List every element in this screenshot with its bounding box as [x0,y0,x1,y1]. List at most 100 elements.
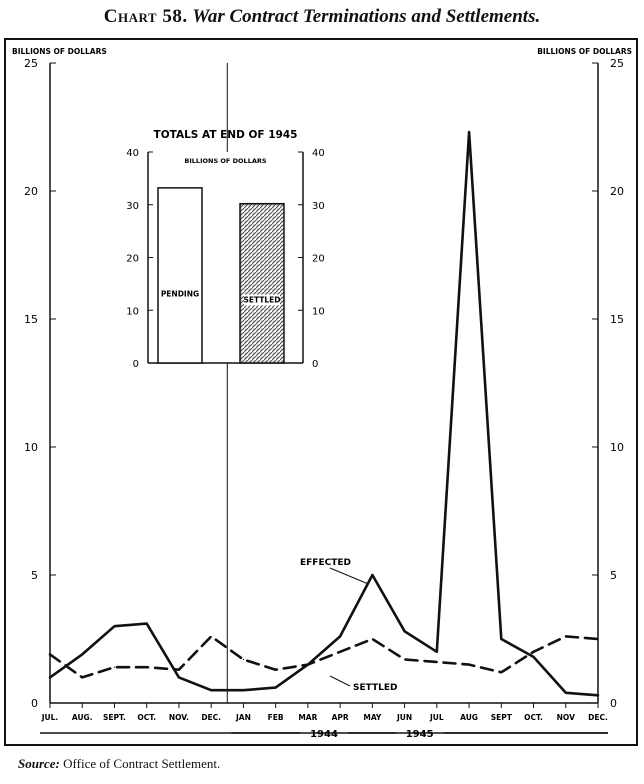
annotation-settled: SETTLED [353,683,397,693]
y-tick-label-right: 25 [610,57,624,70]
year-label: 1944 [310,729,338,740]
inset-layer [147,151,304,364]
data-point-settled [113,666,116,668]
source-note: Source: Office of Contract Settlement. [18,756,220,772]
source-text: Office of Contract Settlement. [63,756,221,771]
data-point-settled [436,661,438,663]
series-layer [48,130,600,697]
data-point-settled [146,666,148,668]
inset-y-tick-label-right: 30 [312,201,325,212]
data-point-settled [49,653,51,655]
data-point-effected [436,651,438,653]
labels-layer: BILLIONS OF DOLLARS BILLIONS OF DOLLARS 0 0… [12,47,632,740]
data-point-effected [178,676,180,679]
x-tick-label: JUL. [41,713,59,722]
data-point-settled [500,671,502,673]
chart-frame [4,38,638,746]
inset-y-tick-label-left: 0 [133,359,139,370]
data-point-settled [307,664,309,666]
data-point-effected [468,131,470,133]
data-point-effected [403,630,406,632]
x-tick-label: APR [332,713,349,722]
x-tick-label: MAR [298,713,317,722]
inset-bar-label-bg [244,294,280,306]
source-label: Source: [18,756,60,771]
y-tick-label-right: 10 [610,441,624,454]
chart-title-text: War Contract Terminations and Settlement… [192,6,541,27]
inset-y-tick-label-left: 40 [126,148,139,159]
axes-layer [40,62,608,734]
y-tick-label-left: 0 [31,697,38,710]
x-tick-label: MAY [363,713,382,722]
data-point-settled [210,635,212,638]
leader-settled [329,675,351,687]
x-tick-label: DEC. [588,713,608,722]
data-point-settled [597,638,599,640]
chart-title: Chart 58. War Contract Terminations and … [0,6,644,28]
series-line-effected [48,130,600,697]
x-tick-label: OCT. [524,713,543,722]
data-point-settled [532,651,535,653]
data-point-effected [371,574,373,576]
inset-bar-pending [157,187,203,364]
inset-y-tick-label-left: 10 [126,306,139,317]
leader-effected [329,567,369,585]
inset-y-tick-label-right: 0 [312,359,318,370]
data-point-settled [275,669,277,671]
inset-y-tick-label-left: 20 [126,254,139,265]
data-point-settled [339,651,341,653]
inset-unit-label: BILLIONS OF DOLLARS [184,157,266,165]
data-point-settled [242,658,245,661]
data-point-effected [500,638,502,640]
x-tick-label: NOV [557,713,575,722]
inset-y-tick-label-right: 10 [312,306,325,317]
data-point-effected [146,623,148,625]
x-tick-label: OCT. [137,713,156,722]
data-point-effected [81,653,83,655]
x-tick-label: JUL [429,713,444,722]
inset-y-tick-label-right: 40 [312,148,325,159]
y-tick-label-right: 0 [610,697,617,710]
data-point-effected [49,676,51,679]
year-label: 1945 [406,729,434,740]
inset-bar-label: SETTLED [243,295,280,304]
inset-y-tick-label-right: 20 [312,254,325,265]
x-tick-label: JAN [235,713,251,722]
data-point-settled [468,664,470,666]
x-tick-label: AUG. [72,713,93,722]
y-tick-label-right: 20 [610,185,624,198]
data-point-settled [178,669,180,671]
data-point-settled [403,658,406,661]
y-tick-label-right: 15 [610,313,624,326]
x-tick-label: DEC. [201,713,221,722]
data-point-settled [565,635,567,638]
data-point-settled [371,638,373,640]
y-tick-label-left: 15 [24,313,38,326]
x-tick-label: NOV. [169,713,189,722]
data-point-settled [81,676,83,679]
x-tick-label: JUN [396,713,412,722]
inset-y-tick-label-left: 30 [126,201,139,212]
data-point-effected [113,625,116,627]
unit-label-right: BILLIONS OF DOLLARS [537,47,632,56]
unit-label-left: BILLIONS OF DOLLARS [12,47,107,56]
data-point-effected [597,694,599,696]
x-tick-label: SEPT [491,713,513,722]
x-tick-label: SEPT. [103,713,126,722]
data-point-effected [532,656,535,658]
data-point-effected [339,635,341,638]
y-tick-label-left: 10 [24,441,38,454]
y-tick-label-left: 20 [24,185,38,198]
series-line-settled [48,635,600,679]
inset-bar-label-bg [162,288,198,300]
annotation-effected: EFFECTED [300,558,351,568]
x-tick-label: FEB [268,713,284,722]
data-point-effected [275,687,277,689]
inset-bar-settled [239,202,285,364]
inset-title: TOTALS AT END OF 1945 [154,129,298,141]
inset-bar-label: PENDING [161,289,199,298]
chart-number: Chart 58. [103,6,188,27]
x-tick-label: AUG [460,713,478,722]
